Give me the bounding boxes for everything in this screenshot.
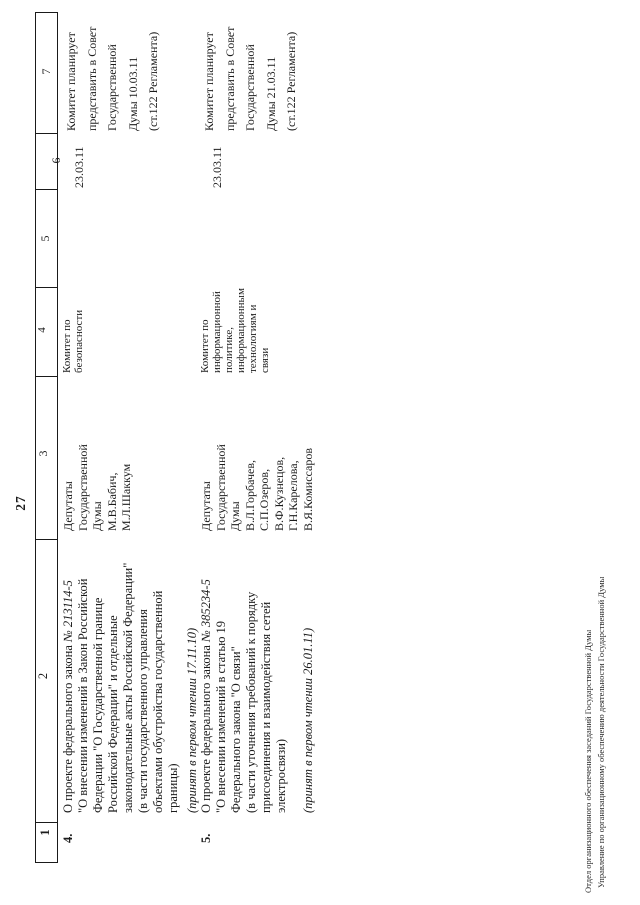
bill-title-text: О проекте федерального закона (61, 642, 75, 813)
bill-reading-note: (принят в первом чтении 26.01.11) (301, 627, 315, 813)
header-cell-3: 3 (36, 376, 57, 539)
bills-schedule-table: 1 2 3 4 5 6 7 4. О проекте федерального … (35, 12, 331, 863)
row-number-cell: 5. (199, 833, 213, 843)
row-number-cell: 4. (61, 833, 75, 843)
initiator-cell: Депутаты Государственной Думы В.Л.Горбач… (199, 444, 315, 531)
committee-plan-cell: Комитет планирует представить в Совет Го… (202, 26, 298, 131)
footer-line-1: Отдел организационного обеспечения засед… (583, 629, 593, 893)
table-row-item-5: 5. О проекте федерального закона № 38523… (199, 12, 331, 863)
empty-cell (61, 190, 199, 288)
bill-number: № 385234-5 (199, 579, 213, 642)
page-number: 27 (13, 495, 28, 511)
date-cell: 23.03.11 (210, 146, 224, 188)
bill-title-cell: О проекте федерального закона № 213114-5… (61, 540, 199, 823)
table-row-item-4: 4. О проекте федерального закона № 21311… (61, 12, 199, 863)
bill-title-body: "О внесении изменений в Закон Российской… (76, 562, 180, 813)
bill-number: № 213114-5 (61, 580, 75, 642)
committee-cell: Комитет по безопасности (61, 309, 85, 373)
header-cell-6: 6 (36, 133, 63, 189)
footer-line-2: Управление по организационному обеспечен… (595, 576, 606, 888)
initiator-cell: Депутаты Государственной Думы М.В.Бабич,… (61, 444, 133, 531)
header-cell-2: 2 (36, 539, 57, 822)
table-header-row: 1 2 3 4 5 6 7 (35, 12, 63, 863)
header-cell-7: 7 (39, 68, 53, 75)
header-cell-5: 5 (36, 189, 57, 287)
date-cell: 23.03.11 (72, 146, 86, 188)
committee-cell: Комитет по информационной политике, инфо… (199, 288, 271, 373)
bill-title-cell: О проекте федерального закона № 385234-5… (199, 540, 331, 823)
header-cell-1: 1 (36, 822, 57, 862)
bill-title-text: О проекте федерального закона (199, 642, 213, 813)
footer-stamp: Отдел организационного обеспечения засед… (582, 577, 607, 893)
bill-title-body: "О внесении изменений в статью 19 Федера… (214, 591, 288, 813)
committee-plan-cell: Комитет планирует представить в Совет Го… (64, 26, 160, 131)
bill-reading-note: (принят в первом чтении 17.11.10) (185, 627, 199, 813)
header-cell-4: 4 (36, 287, 57, 376)
empty-cell (199, 190, 331, 288)
